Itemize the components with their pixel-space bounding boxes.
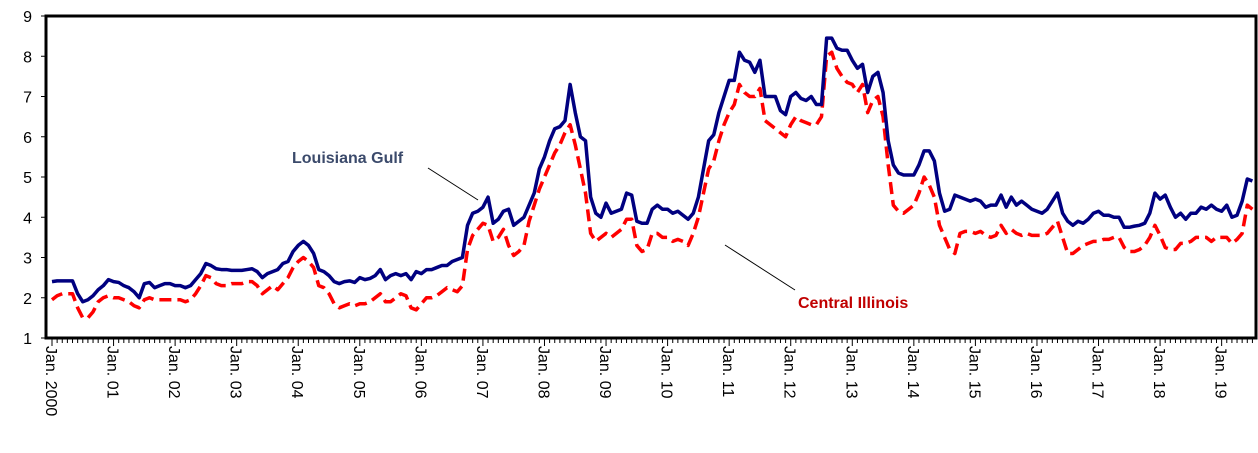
x-tick-label: Jan. 15 — [965, 346, 982, 399]
x-tick-label: Jan. 18 — [1150, 346, 1167, 399]
x-tick-label: Jan. 08 — [534, 346, 551, 399]
y-tick-label: 6 — [23, 130, 32, 147]
line-series — [51, 36, 1254, 304]
y-tick-label: 9 — [23, 9, 32, 26]
x-tick-label: Jan. 03 — [227, 346, 244, 399]
y-tick-label: 4 — [23, 210, 32, 227]
x-tick-label: Jan. 01 — [104, 346, 121, 399]
x-tick-label: Jan. 07 — [473, 346, 490, 399]
x-tick-label: Jan. 14 — [904, 346, 921, 399]
x-tick-label: Jan. 09 — [596, 346, 613, 399]
leader-line — [724, 244, 796, 291]
y-tick-label: 3 — [23, 251, 32, 268]
x-tick-label: Jan. 13 — [842, 346, 859, 399]
x-tick-label: Jan. 2000 — [42, 346, 59, 416]
line-series — [50, 50, 1254, 320]
x-tick-label: Jan. 06 — [411, 346, 428, 399]
x-tick-label: Jan. 11 — [719, 346, 736, 397]
y-tick-label: 2 — [23, 291, 32, 308]
annotation: Central Illinois — [798, 295, 908, 312]
annotation: Louisiana Gulf — [292, 150, 404, 167]
y-tick-label: 7 — [23, 90, 32, 107]
y-tick-label: 8 — [23, 49, 32, 66]
x-tick-label: Jan. 16 — [1027, 346, 1044, 399]
x-tick-label: Jan. 12 — [781, 346, 798, 399]
x-tick-label: Jan. 02 — [165, 346, 182, 399]
x-tick-label: Jan. 04 — [288, 346, 305, 399]
x-tick-label: Jan. 19 — [1212, 346, 1229, 399]
x-tick-label: Jan. 17 — [1089, 346, 1106, 399]
x-tick-label: Jan. 05 — [350, 346, 367, 399]
plot-frame — [44, 14, 1258, 340]
y-tick-label: 1 — [23, 331, 32, 348]
y-tick-label: 5 — [23, 170, 32, 187]
leader-line — [427, 167, 479, 201]
x-tick-label: Jan. 10 — [658, 346, 675, 399]
